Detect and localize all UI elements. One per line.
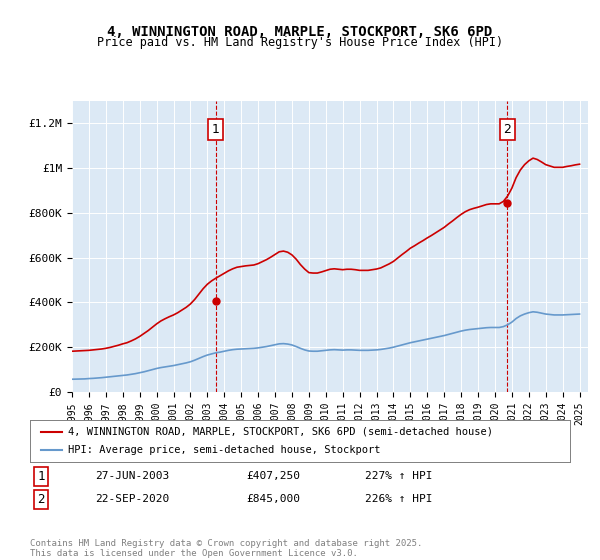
- Text: Contains HM Land Registry data © Crown copyright and database right 2025.
This d: Contains HM Land Registry data © Crown c…: [30, 539, 422, 558]
- Text: 2: 2: [37, 493, 44, 506]
- Text: 4, WINNINGTON ROAD, MARPLE, STOCKPORT, SK6 6PD: 4, WINNINGTON ROAD, MARPLE, STOCKPORT, S…: [107, 25, 493, 39]
- Text: 226% ↑ HPI: 226% ↑ HPI: [365, 494, 432, 505]
- Text: 22-SEP-2020: 22-SEP-2020: [95, 494, 169, 505]
- Text: 4, WINNINGTON ROAD, MARPLE, STOCKPORT, SK6 6PD (semi-detached house): 4, WINNINGTON ROAD, MARPLE, STOCKPORT, S…: [68, 427, 493, 437]
- Text: 227% ↑ HPI: 227% ↑ HPI: [365, 471, 432, 481]
- Text: 27-JUN-2003: 27-JUN-2003: [95, 471, 169, 481]
- Text: £407,250: £407,250: [246, 471, 300, 481]
- Text: £845,000: £845,000: [246, 494, 300, 505]
- Text: 2: 2: [503, 123, 511, 136]
- Text: 1: 1: [37, 470, 44, 483]
- Text: Price paid vs. HM Land Registry's House Price Index (HPI): Price paid vs. HM Land Registry's House …: [97, 36, 503, 49]
- Text: 1: 1: [212, 123, 220, 136]
- Text: HPI: Average price, semi-detached house, Stockport: HPI: Average price, semi-detached house,…: [68, 445, 380, 455]
